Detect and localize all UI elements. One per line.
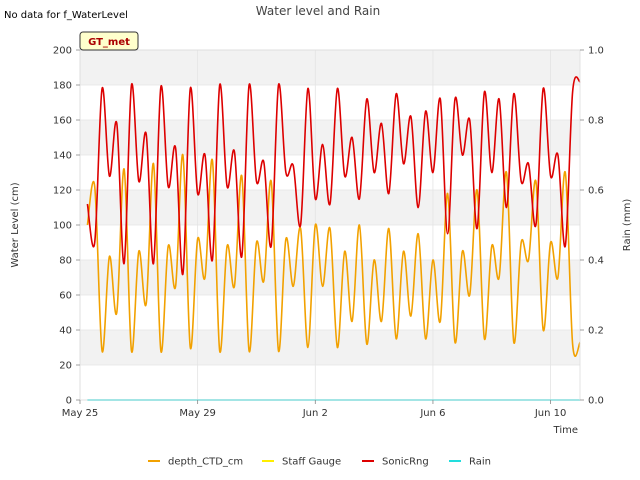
background-bands <box>80 50 580 365</box>
y-tick-label: 100 <box>53 221 72 232</box>
y2-tick-label: 0.2 <box>588 326 604 337</box>
y-tick-label: 180 <box>53 81 72 92</box>
y-tick-label: 60 <box>59 291 72 302</box>
y-tick-label: 0 <box>66 396 72 407</box>
series-line-depth-ctd-cm <box>86 154 581 357</box>
y-axis-label: Water Level (cm) <box>10 182 21 267</box>
y2-axis-label: Rain (mm) <box>622 199 633 252</box>
y-axis-right-ticks: 0.0 0.2 0.4 0.6 0.8 1.0 <box>580 46 604 407</box>
y2-tick-label: 0.8 <box>588 116 604 127</box>
plot-area <box>79 49 581 401</box>
y-tick-label: 120 <box>53 186 72 197</box>
y-tick-label: 200 <box>53 46 72 57</box>
x-tick-label: May 25 <box>62 408 99 419</box>
legend-label-rain: Rain <box>469 457 491 468</box>
background-band <box>80 190 580 225</box>
x-tick-label: May 29 <box>179 408 216 419</box>
x-tick-label: Jun 10 <box>534 408 567 419</box>
badge-box <box>79 31 139 51</box>
y2-tick-label: 0.0 <box>588 396 604 407</box>
y-tick-label: 140 <box>53 151 72 162</box>
badge-label: GT_met <box>88 37 130 48</box>
series-line-sonicrng <box>86 76 581 275</box>
y-tick-label: 80 <box>59 256 72 267</box>
x-tick-label: Jun 2 <box>302 408 328 419</box>
y2-tick-label: 1.0 <box>588 46 604 57</box>
y-tick-label: 20 <box>59 361 72 372</box>
y-tick-label: 40 <box>59 326 72 337</box>
x-axis-label: Time <box>553 425 578 436</box>
background-band <box>80 50 580 85</box>
y-tick-label: 160 <box>53 116 72 127</box>
no-data-note: No data for f_WaterLevel <box>4 10 128 21</box>
x-tick-label: Jun 6 <box>419 408 445 419</box>
legend: depth_CTD_cm Staff Gauge SonicRng Rain <box>148 457 491 468</box>
background-band <box>80 260 580 295</box>
background-band <box>80 330 580 365</box>
legend-label-sonicrng: SonicRng <box>382 457 429 468</box>
y2-tick-label: 0.4 <box>588 256 604 267</box>
chart-title: Water level and Rain <box>256 4 380 18</box>
gt-met-badge: GT_met <box>79 31 139 51</box>
legend-label-staff-gauge: Staff Gauge <box>282 457 341 468</box>
background-band <box>80 120 580 155</box>
y-axis-left-ticks: 0 20 40 60 80 100 120 140 160 180 200 <box>53 46 80 407</box>
y2-tick-label: 0.6 <box>588 186 604 197</box>
x-axis-ticks: May 25 May 29 Jun 2 Jun 6 Jun 10 <box>62 400 567 419</box>
legend-label-depth-ctd-cm: depth_CTD_cm <box>168 457 243 468</box>
